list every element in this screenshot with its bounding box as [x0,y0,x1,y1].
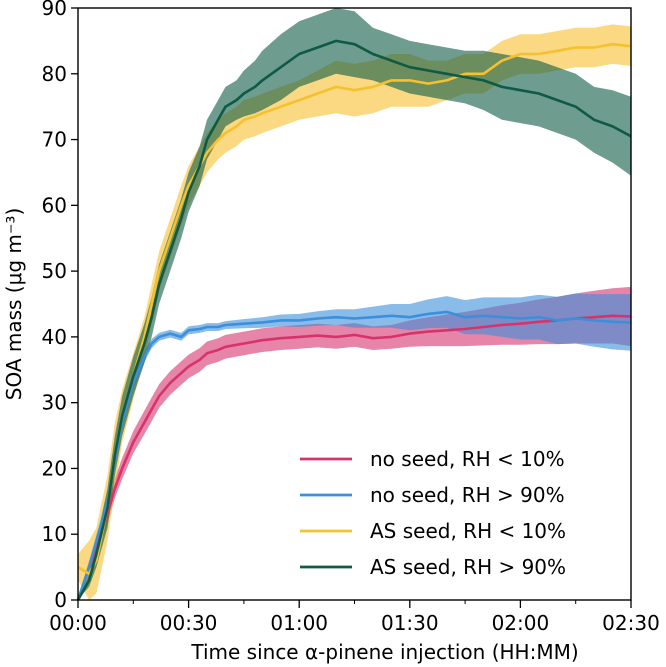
line-no-seed-rh-10 [76,314,632,601]
legend-label-as-seed-rh-10: AS seed, RH < 10% [370,519,566,543]
x-tick-label: 01:30 [381,611,439,635]
x-tick-label: 02:00 [492,611,550,635]
x-tick-label: 00:00 [49,611,107,635]
band-no-seed-rh-90 [78,293,631,600]
legend: no seed, RH < 10% no seed, RH > 90% AS see… [300,447,566,579]
legend-label-as-seed-rh-90: AS seed, RH > 90% [370,555,566,579]
y-tick-label: 40 [42,325,67,349]
line-as-seed-rh-90 [76,39,632,601]
legend-label-no-seed-rh-10: no seed, RH < 10% [370,447,565,471]
y-tick-label: 10 [42,522,67,546]
x-axis-label: Time since α-pinene injection (HH:MM) [190,640,578,664]
line-as-seed-rh-10 [77,42,632,576]
legend-label-no-seed-rh-90: no seed, RH > 90% [370,483,565,507]
y-tick-label: 90 [42,0,67,20]
line-no-seed-rh-90 [76,310,632,601]
x-tick-label: 00:30 [160,611,218,635]
axes: 0 10 20 30 40 50 60 70 80 90 00:00 00:30 01:00 01:30 0… [42,0,660,635]
y-tick-label: 20 [42,456,67,480]
y-tick-label: 30 [42,391,67,415]
y-axis-label: SOA mass (μg m⁻³) [2,208,26,401]
x-tick-label: 02:30 [602,611,660,635]
y-tick-label: 50 [42,259,67,283]
y-tick-label: 0 [54,588,67,612]
y-tick-label: 70 [42,128,67,152]
series-lines [76,39,632,601]
y-tick-label: 80 [42,62,67,86]
y-tick-label: 60 [42,193,67,217]
x-tick-label: 01:00 [270,611,328,635]
